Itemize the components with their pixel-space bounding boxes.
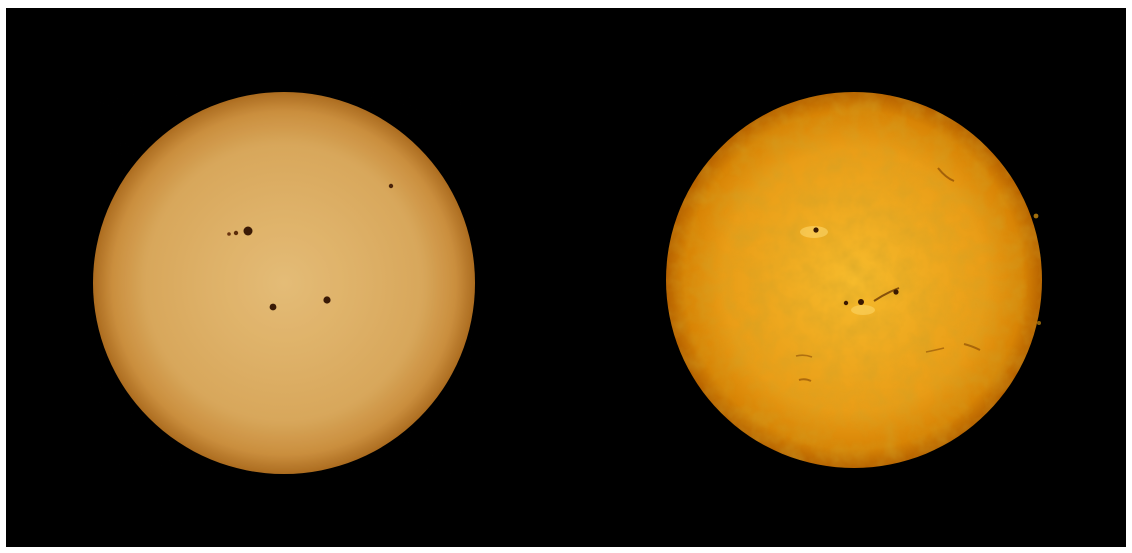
solar-comparison-image	[6, 8, 1126, 547]
prominence	[1037, 321, 1041, 325]
sunspot	[893, 289, 899, 295]
sunspot	[858, 299, 864, 305]
sunspot	[843, 300, 849, 306]
white-light-sun	[93, 92, 475, 474]
sunspot	[269, 303, 277, 311]
sunspot	[233, 230, 239, 236]
photo-frame	[6, 8, 1126, 547]
sunspot	[388, 183, 394, 189]
sunspot	[227, 232, 231, 236]
sunspot	[243, 226, 253, 236]
sunspot	[323, 296, 331, 304]
sunspot	[813, 227, 819, 233]
prominence	[1033, 213, 1039, 219]
hydrogen-alpha-sun	[666, 92, 1042, 468]
